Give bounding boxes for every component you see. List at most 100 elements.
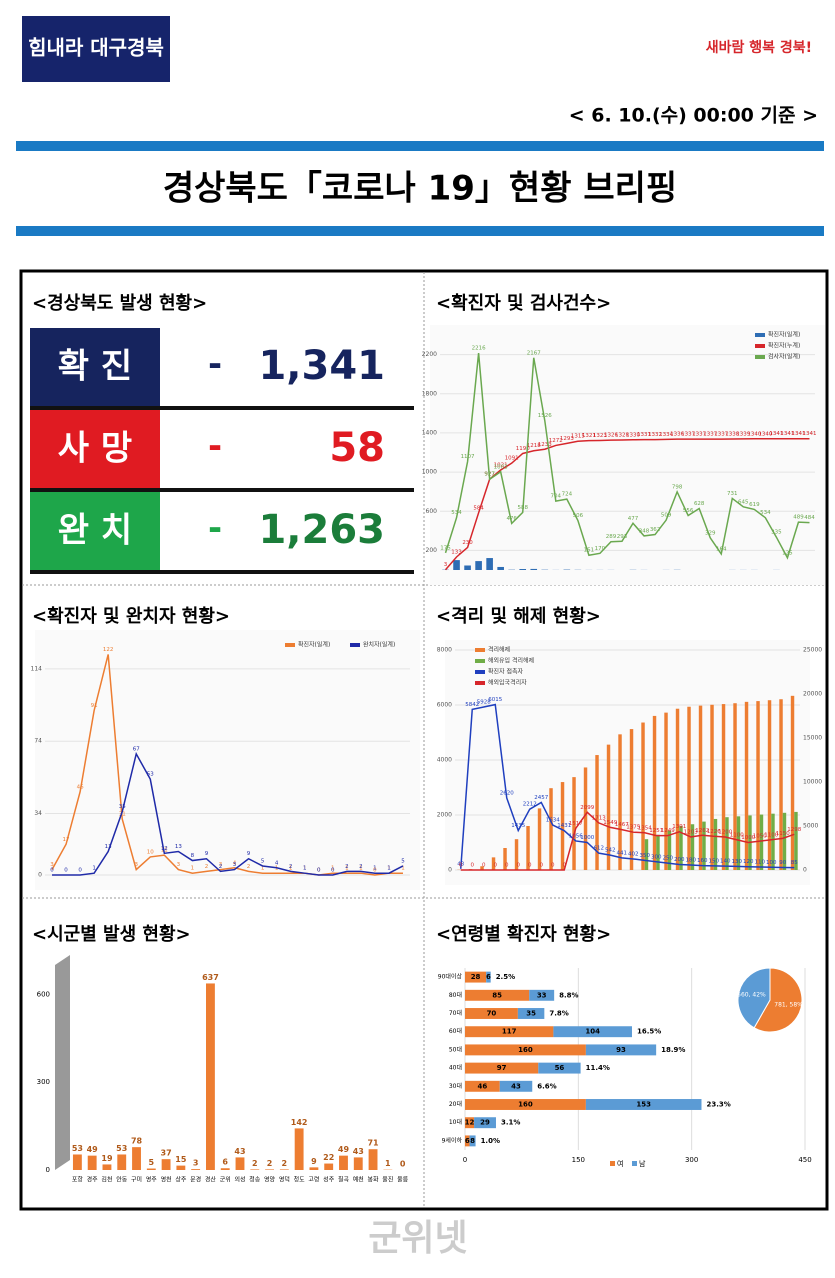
y-tick-label: 40대: [449, 1064, 462, 1072]
bar: [88, 1156, 97, 1170]
x-tick-label: 경산: [205, 1176, 217, 1184]
heading: <경상북도 발생 현황>: [32, 293, 207, 314]
bar: [756, 701, 759, 870]
bar: [745, 702, 748, 870]
data-label: 2: [205, 864, 209, 870]
legend-label: 해외유입 격리해제: [488, 657, 534, 665]
watermark: 군위넷: [368, 1218, 467, 1259]
data-label: 53: [72, 1144, 83, 1153]
data-label: 67: [133, 746, 140, 752]
heading: <격리 및 해제 현황>: [436, 606, 601, 627]
data-label: 8: [191, 853, 195, 859]
bar: [630, 729, 633, 870]
bar: [475, 561, 482, 570]
bar: [236, 1157, 245, 1170]
wall: [55, 955, 70, 1170]
data-label: 6: [222, 1158, 228, 1167]
data-label: 56: [555, 1064, 565, 1072]
data-label: 1517: [569, 821, 583, 827]
data-label: 170: [595, 546, 606, 552]
legend-label: 확진자(일계): [768, 331, 800, 339]
data-label: 0: [471, 863, 475, 869]
bar: [584, 767, 587, 870]
data-label: 28: [471, 973, 481, 981]
status-label: 완 치: [58, 511, 132, 551]
data-label: 150: [709, 858, 720, 864]
data-label: 90: [779, 860, 786, 866]
heading: <연령별 확진자 현황>: [436, 924, 611, 945]
data-label: 2: [359, 864, 363, 870]
data-label: 441: [617, 850, 628, 856]
y-tick-label: 0: [46, 1166, 50, 1174]
legend-swatch: [632, 1161, 637, 1166]
bar: [656, 835, 659, 870]
bar: [791, 696, 794, 870]
title: 경상북도「코로나 19」현황 브리핑: [163, 169, 677, 209]
data-label: 122: [103, 647, 114, 653]
plot-bg: [445, 640, 810, 885]
data-label: 289: [606, 534, 617, 540]
data-label: 91: [91, 703, 98, 709]
x-tick-label: 영천: [161, 1176, 172, 1184]
data-label: 53: [147, 772, 154, 778]
y-tick-label: 9세이하: [442, 1136, 463, 1144]
data-label: 230: [462, 540, 473, 546]
data-label: 85: [791, 860, 798, 866]
legend-swatch: [475, 670, 485, 674]
data-label: 104: [585, 1028, 600, 1036]
status-label: 사 망: [58, 429, 132, 469]
data-label: 6: [486, 973, 491, 981]
data-label: 1: [387, 866, 391, 872]
data-label: 17: [63, 837, 70, 843]
bar: [464, 565, 471, 570]
data-label: 348: [639, 528, 650, 534]
y2-tick-label: 5000: [803, 823, 818, 830]
data-label: 43: [234, 1147, 245, 1156]
data-label: 71: [367, 1139, 379, 1148]
data-label: 534: [451, 510, 462, 516]
y-tick-label: 70대: [449, 1009, 462, 1017]
data-label: 125: [782, 550, 793, 556]
legend-swatch: [755, 355, 765, 359]
data-label: 2: [282, 1159, 288, 1168]
data-label: 542: [605, 848, 616, 854]
legend-label: 확진자(누계): [768, 342, 800, 350]
y-tick-label: 1800: [422, 390, 437, 397]
data-label: 9: [205, 851, 209, 857]
status-dash: -: [208, 345, 222, 385]
data-label: 46: [478, 1082, 488, 1090]
data-label: 300: [651, 854, 662, 860]
y-tick-label: 1000: [422, 469, 437, 476]
data-label: 0: [400, 1160, 406, 1169]
bar: [191, 1169, 200, 1170]
data-label: 12: [161, 846, 168, 852]
data-label: 0: [64, 868, 68, 874]
data-label: 175: [440, 545, 451, 551]
data-label: 9: [247, 851, 251, 857]
y2-tick-label: 0: [803, 867, 807, 874]
data-label: 2: [219, 864, 223, 870]
x-tick-label: 청송: [249, 1176, 261, 1184]
heading: <확진자 및 검사건수>: [436, 293, 611, 314]
status-rule: [30, 570, 414, 574]
data-label: 3: [135, 862, 139, 868]
plot-bg: [430, 325, 825, 585]
data-label: 140: [720, 859, 731, 865]
bar: [339, 1156, 348, 1170]
x-tick-label: 문경: [190, 1177, 201, 1184]
data-label: 2: [267, 1159, 273, 1168]
data-label: 2212: [523, 802, 537, 808]
x-tick-label: 울진: [382, 1176, 393, 1184]
data-label: 335: [771, 530, 782, 536]
data-label: 1: [191, 866, 195, 872]
y-tick-label: 50대: [449, 1045, 462, 1053]
bar: [117, 1154, 126, 1170]
data-label: 0: [551, 863, 555, 869]
bar: [486, 558, 493, 570]
data-label: 0: [317, 868, 321, 874]
bar: [687, 707, 690, 870]
legend-label: 남: [639, 1159, 646, 1168]
bar: [295, 1128, 304, 1170]
x-tick-label: 청도: [294, 1177, 306, 1184]
x-tick-label: 울릉: [397, 1177, 409, 1184]
